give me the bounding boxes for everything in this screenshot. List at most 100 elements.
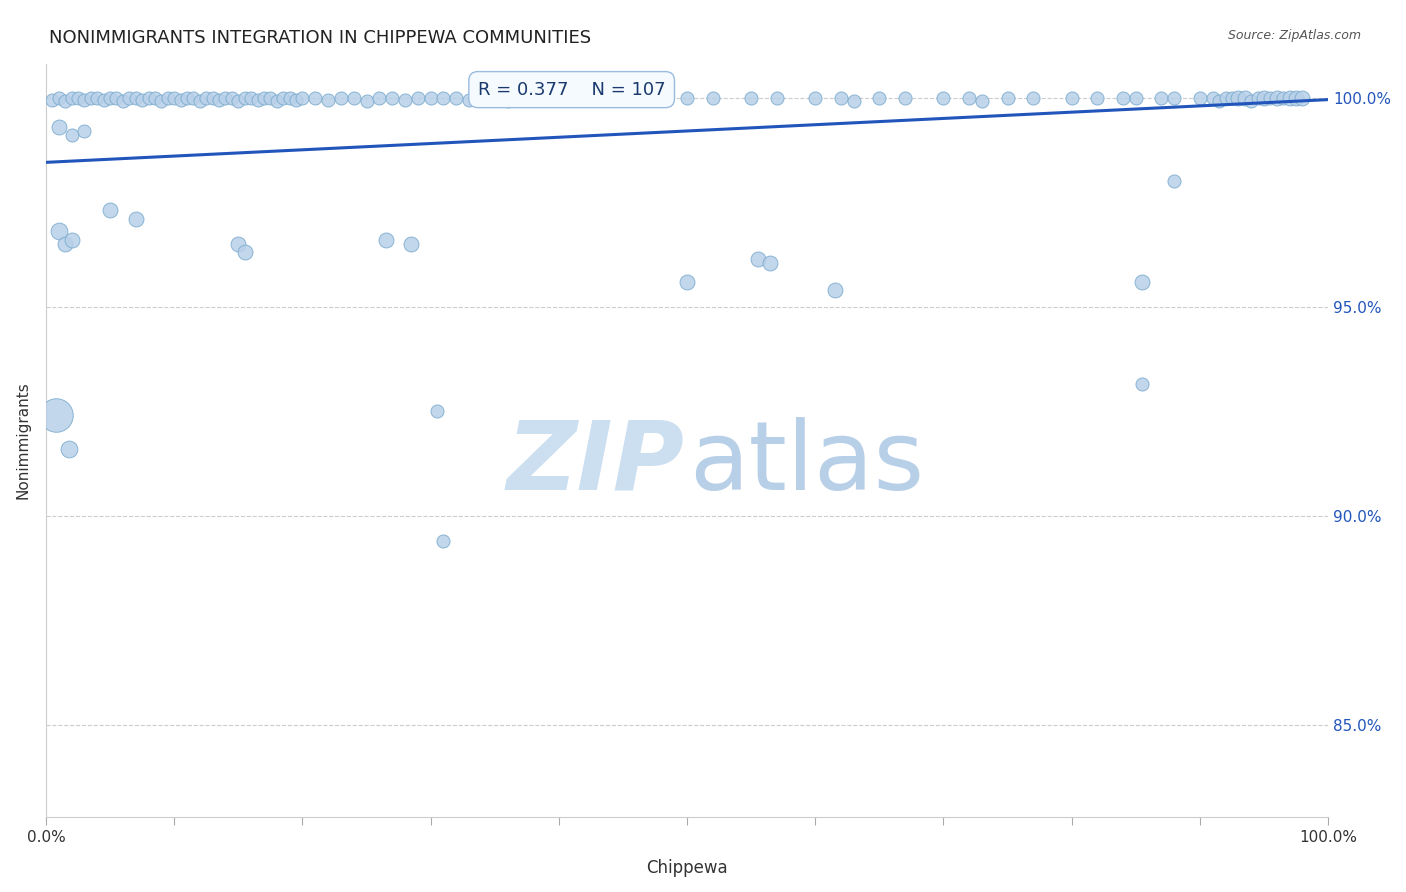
Point [676, 275, 699, 289]
Point [446, 90, 468, 104]
Text: R = 0.377    N = 107: R = 0.377 N = 107 [478, 80, 665, 99]
Point [201, 90, 224, 104]
Point [150, 94, 173, 108]
Point [226, 94, 249, 108]
Point [48, 224, 70, 238]
Point [932, 91, 955, 105]
Point [183, 90, 205, 104]
Point [233, 91, 256, 105]
Point [105, 90, 128, 104]
Point [1246, 91, 1268, 105]
Point [547, 91, 569, 105]
Point [997, 91, 1019, 105]
Point [1278, 90, 1301, 104]
Point [73, 124, 96, 138]
Point [66, 90, 89, 104]
Point [98, 91, 121, 105]
Point [1272, 91, 1295, 105]
Point [586, 91, 609, 105]
Point [343, 90, 366, 104]
Point [1227, 91, 1250, 105]
Point [824, 283, 846, 297]
Point [125, 211, 148, 226]
Point [426, 404, 449, 418]
Point [624, 91, 647, 105]
Point [561, 90, 583, 104]
Point [702, 90, 724, 104]
Point [1253, 90, 1275, 104]
Point [98, 203, 121, 218]
Text: atlas: atlas [689, 417, 925, 509]
Point [45, 409, 67, 423]
Point [740, 91, 762, 105]
Point [1265, 90, 1288, 104]
Point [1085, 90, 1108, 104]
Point [368, 91, 391, 105]
Point [1060, 91, 1083, 105]
Point [356, 94, 378, 108]
Point [48, 90, 70, 104]
Point [118, 91, 141, 105]
Point [93, 93, 115, 107]
Point [291, 91, 314, 105]
Point [970, 94, 993, 108]
Point [419, 90, 441, 104]
X-axis label: Chippewa: Chippewa [647, 859, 728, 877]
Point [53, 94, 76, 108]
Point [496, 94, 519, 108]
Point [394, 93, 416, 107]
Point [259, 90, 281, 104]
Point [868, 91, 890, 105]
Point [804, 91, 827, 105]
Point [131, 93, 153, 107]
Point [1260, 91, 1282, 105]
Point [246, 93, 269, 107]
Point [765, 90, 787, 104]
Point [1220, 90, 1243, 104]
Point [1163, 174, 1185, 188]
Point [1233, 90, 1256, 104]
Point [195, 91, 218, 105]
Point [1208, 94, 1230, 108]
Point [637, 93, 659, 107]
Point [176, 91, 198, 105]
Point [1202, 90, 1225, 104]
Point [432, 91, 454, 105]
Point [432, 533, 454, 548]
Point [1240, 94, 1263, 108]
Point [894, 90, 917, 104]
Point [842, 94, 865, 108]
Point [1188, 91, 1211, 105]
Point [329, 91, 352, 105]
Point [143, 90, 166, 104]
Point [253, 91, 276, 105]
Y-axis label: Nonimmigrants: Nonimmigrants [15, 382, 30, 500]
Point [381, 90, 404, 104]
Point [1125, 90, 1147, 104]
Point [60, 128, 83, 143]
Point [1112, 91, 1135, 105]
Point [406, 91, 429, 105]
Point [1022, 90, 1045, 104]
Point [169, 93, 191, 107]
Point [1130, 377, 1153, 392]
Point [73, 93, 96, 107]
Point [522, 90, 544, 104]
Point [156, 91, 179, 105]
Point [80, 91, 103, 105]
Point [163, 90, 186, 104]
Point [240, 90, 263, 104]
Point [188, 94, 211, 108]
Point [233, 245, 256, 260]
Text: NONIMMIGRANTS INTEGRATION IN CHIPPEWA COMMUNITIES: NONIMMIGRANTS INTEGRATION IN CHIPPEWA CO… [49, 29, 592, 46]
Point [1215, 91, 1237, 105]
Point [214, 91, 236, 105]
Point [111, 94, 134, 108]
Point [957, 90, 980, 104]
Point [208, 93, 231, 107]
Point [60, 91, 83, 105]
Point [484, 90, 506, 104]
Point [285, 93, 308, 107]
Point [374, 233, 396, 247]
Point [1130, 275, 1153, 289]
